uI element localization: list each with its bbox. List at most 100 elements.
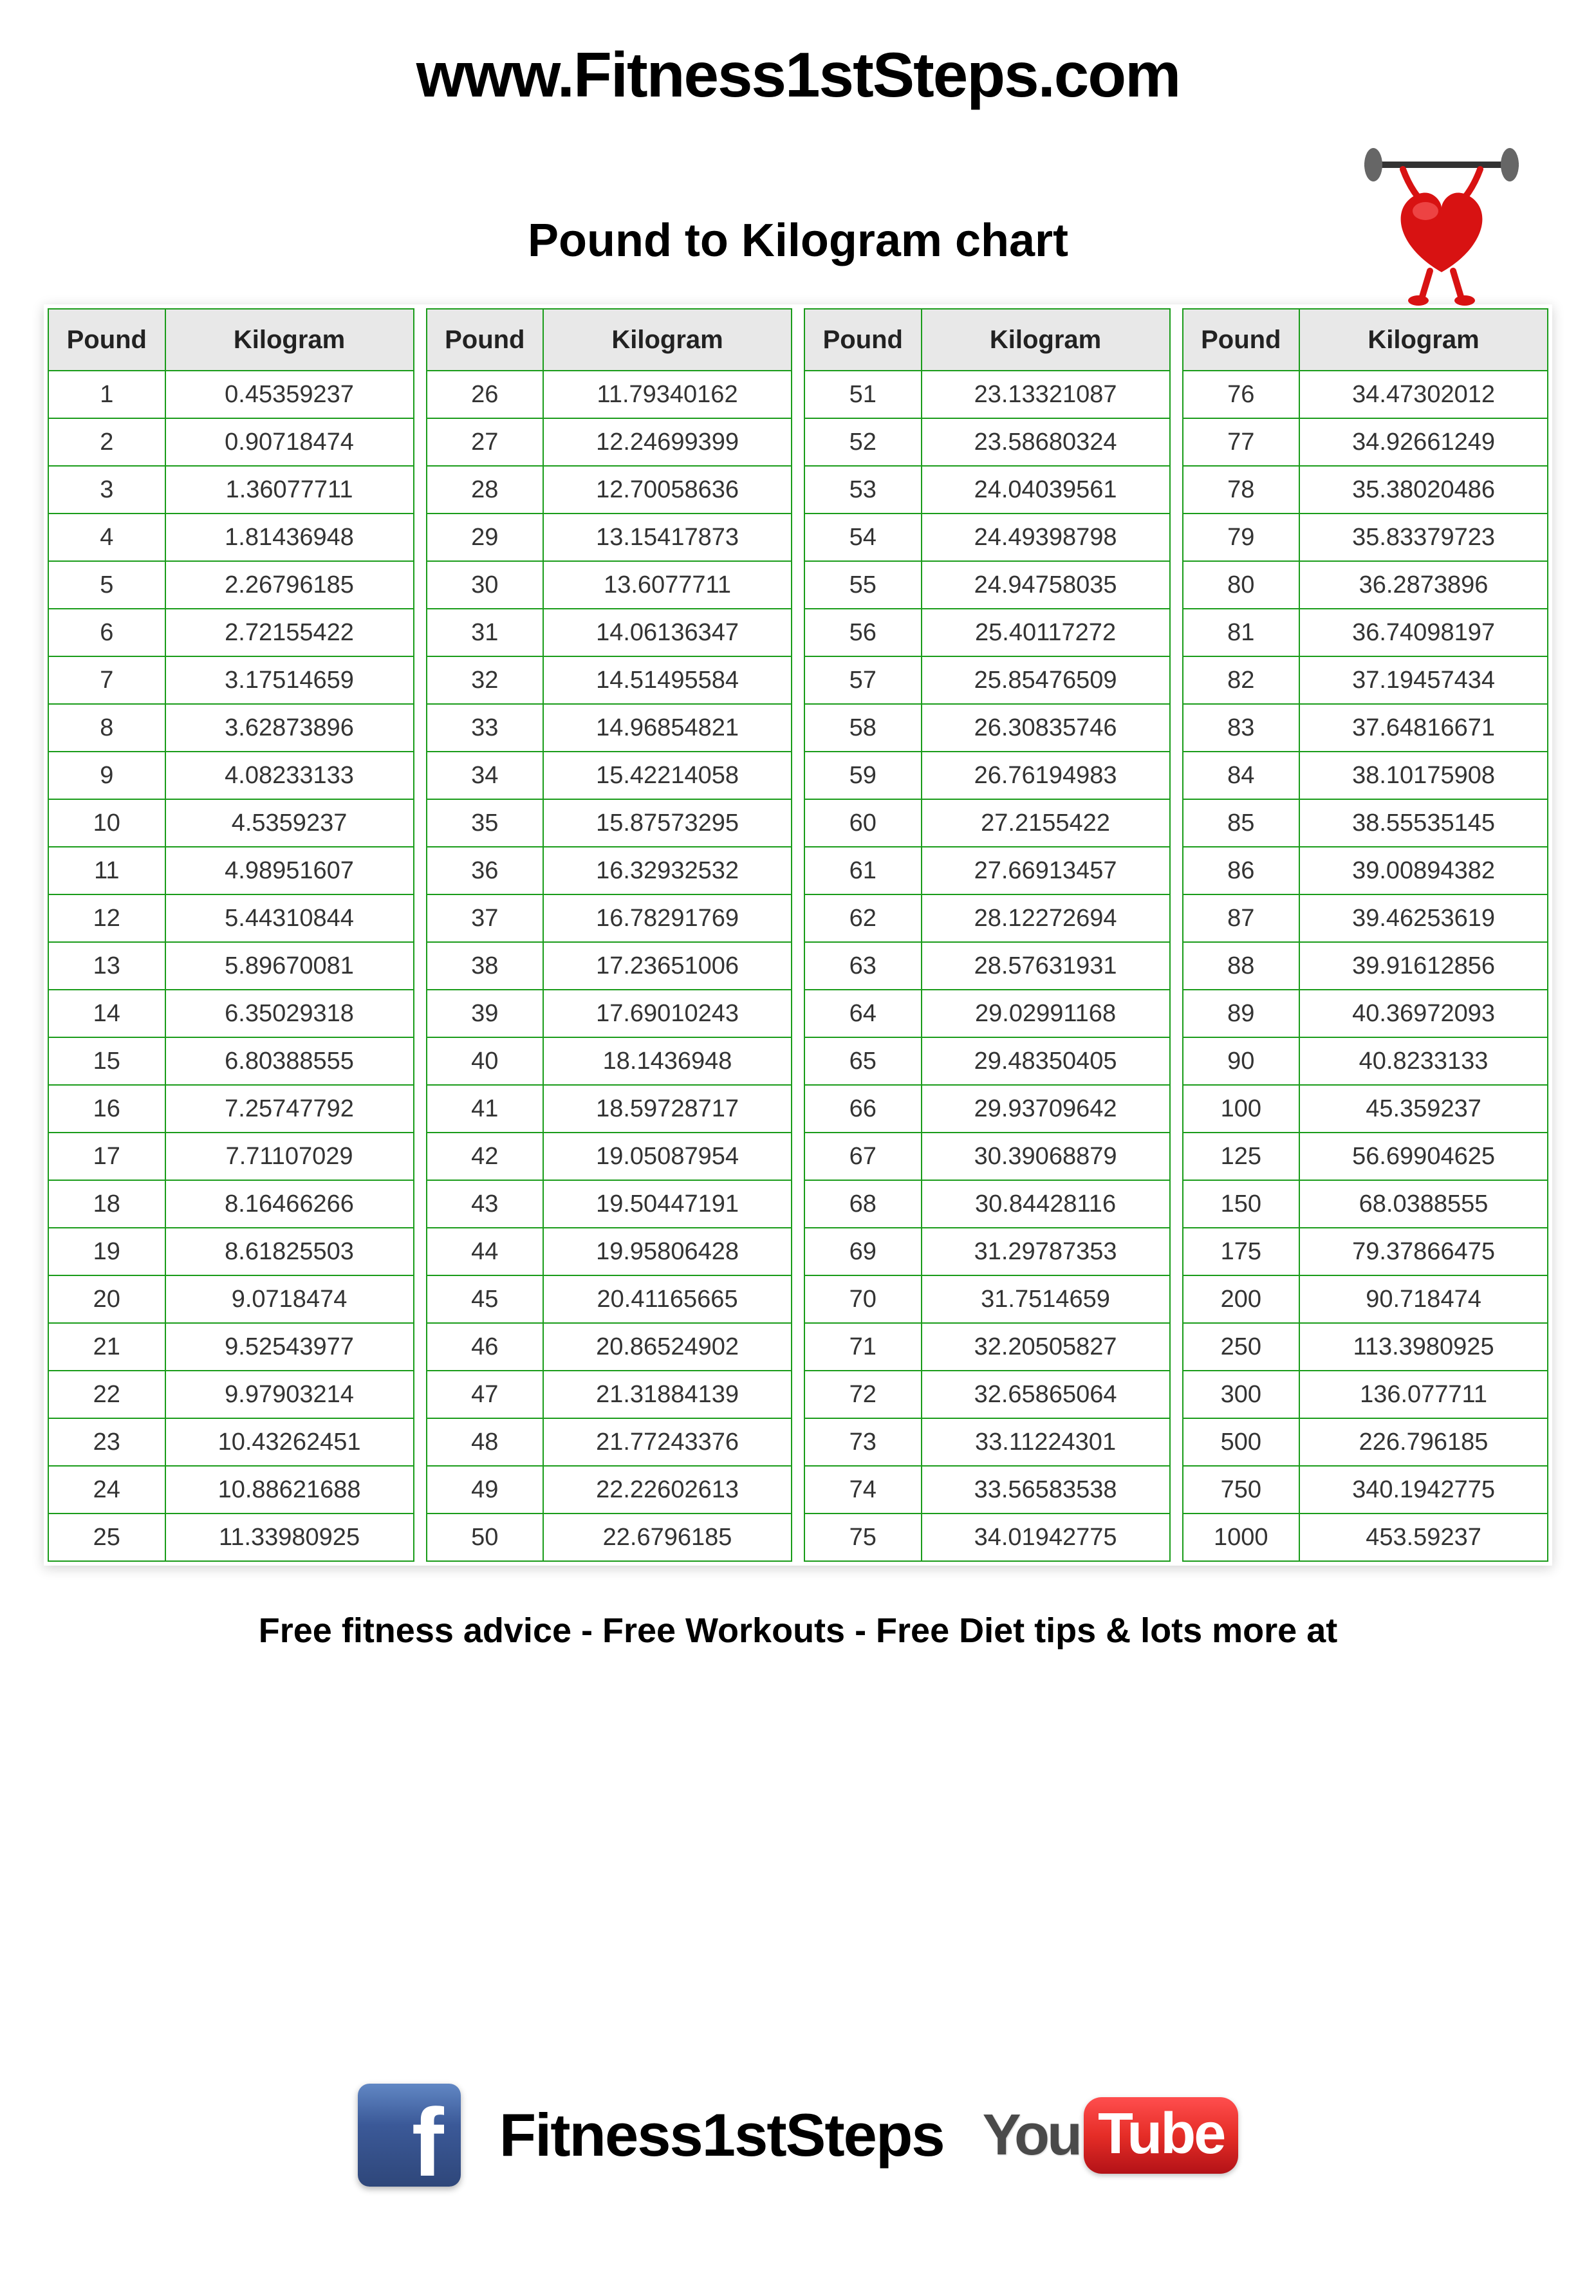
- table-row: 156.80388555: [48, 1037, 414, 1085]
- pound-cell: 41: [427, 1085, 544, 1133]
- kilogram-cell: 37.19457434: [1299, 656, 1548, 704]
- kilogram-cell: 31.7514659: [922, 1275, 1170, 1323]
- conversion-subtable: PoundKilogram2611.793401622712.246993992…: [426, 308, 793, 1562]
- kilogram-cell: 21.77243376: [543, 1418, 792, 1466]
- kilogram-cell: 5.44310844: [165, 894, 414, 942]
- pound-cell: 82: [1183, 656, 1300, 704]
- table-row: 4219.05087954: [427, 1133, 792, 1180]
- table-row: 6830.84428116: [804, 1180, 1170, 1228]
- table-row: 52.26796185: [48, 561, 414, 609]
- table-row: 7132.20505827: [804, 1323, 1170, 1371]
- pound-cell: 30: [427, 561, 544, 609]
- pound-cell: 38: [427, 942, 544, 990]
- kilogram-cell: 2.26796185: [165, 561, 414, 609]
- pound-cell: 54: [804, 514, 922, 561]
- conversion-table-wrapper: PoundKilogram10.4535923720.9071847431.36…: [44, 304, 1552, 1566]
- kilogram-cell: 20.41165665: [543, 1275, 792, 1323]
- kilogram-cell: 25.85476509: [922, 656, 1170, 704]
- pound-cell: 69: [804, 1228, 922, 1275]
- kilogram-cell: 11.79340162: [543, 371, 792, 418]
- table-row: 209.0718474: [48, 1275, 414, 1323]
- pound-cell: 48: [427, 1418, 544, 1466]
- table-row: 135.89670081: [48, 942, 414, 990]
- youtube-you: You: [983, 2102, 1080, 2169]
- table-row: 6529.48350405: [804, 1037, 1170, 1085]
- table-row: 3013.6077711: [427, 561, 792, 609]
- kilogram-cell: 7.71107029: [165, 1133, 414, 1180]
- pound-cell: 125: [1183, 1133, 1300, 1180]
- pound-cell: 36: [427, 847, 544, 894]
- pound-cell: 16: [48, 1085, 165, 1133]
- facebook-icon: [358, 2084, 461, 2187]
- table-row: 167.25747792: [48, 1085, 414, 1133]
- kilogram-cell: 0.90718474: [165, 418, 414, 466]
- pound-cell: 21: [48, 1323, 165, 1371]
- kilogram-header: Kilogram: [543, 309, 792, 371]
- pound-cell: 60: [804, 799, 922, 847]
- pound-cell: 61: [804, 847, 922, 894]
- pound-cell: 28: [427, 466, 544, 514]
- table-row: 7534.01942775: [804, 1514, 1170, 1561]
- pound-cell: 46: [427, 1323, 544, 1371]
- table-row: 94.08233133: [48, 752, 414, 799]
- kilogram-cell: 26.76194983: [922, 752, 1170, 799]
- table-row: 5826.30835746: [804, 704, 1170, 752]
- pound-cell: 3: [48, 466, 165, 514]
- pound-cell: 85: [1183, 799, 1300, 847]
- pound-cell: 10: [48, 799, 165, 847]
- kilogram-cell: 35.38020486: [1299, 466, 1548, 514]
- pound-cell: 500: [1183, 1418, 1300, 1466]
- kilogram-cell: 9.97903214: [165, 1371, 414, 1418]
- pound-cell: 67: [804, 1133, 922, 1180]
- pound-cell: 55: [804, 561, 922, 609]
- table-row: 4419.95806428: [427, 1228, 792, 1275]
- pound-cell: 24: [48, 1466, 165, 1514]
- kilogram-cell: 12.70058636: [543, 466, 792, 514]
- kilogram-cell: 19.95806428: [543, 1228, 792, 1275]
- kilogram-cell: 32.20505827: [922, 1323, 1170, 1371]
- site-url: www.Fitness1stSteps.com: [0, 39, 1596, 111]
- table-row: 4922.22602613: [427, 1466, 792, 1514]
- pound-cell: 90: [1183, 1037, 1300, 1085]
- pound-cell: 13: [48, 942, 165, 990]
- table-row: 125.44310844: [48, 894, 414, 942]
- kilogram-cell: 24.94758035: [922, 561, 1170, 609]
- table-row: 31.36077711: [48, 466, 414, 514]
- kilogram-cell: 453.59237: [1299, 1514, 1548, 1561]
- table-row: 7734.92661249: [1183, 418, 1548, 466]
- pound-cell: 45: [427, 1275, 544, 1323]
- kilogram-cell: 24.04039561: [922, 466, 1170, 514]
- table-row: 5926.76194983: [804, 752, 1170, 799]
- kilogram-cell: 5.89670081: [165, 942, 414, 990]
- pound-cell: 34: [427, 752, 544, 799]
- kilogram-cell: 1.81436948: [165, 514, 414, 561]
- table-row: 8538.55535145: [1183, 799, 1548, 847]
- kilogram-cell: 39.91612856: [1299, 942, 1548, 990]
- table-row: 4620.86524902: [427, 1323, 792, 1371]
- kilogram-cell: 14.51495584: [543, 656, 792, 704]
- kilogram-cell: 15.87573295: [543, 799, 792, 847]
- kilogram-cell: 4.98951607: [165, 847, 414, 894]
- table-row: 10045.359237: [1183, 1085, 1548, 1133]
- pound-cell: 1: [48, 371, 165, 418]
- kilogram-cell: 16.78291769: [543, 894, 792, 942]
- kilogram-cell: 29.02991168: [922, 990, 1170, 1037]
- kilogram-cell: 56.69904625: [1299, 1133, 1548, 1180]
- table-row: 5123.13321087: [804, 371, 1170, 418]
- kilogram-cell: 13.6077711: [543, 561, 792, 609]
- pound-cell: 68: [804, 1180, 922, 1228]
- table-row: 2712.24699399: [427, 418, 792, 466]
- pound-cell: 300: [1183, 1371, 1300, 1418]
- table-row: 177.71107029: [48, 1133, 414, 1180]
- kilogram-cell: 34.01942775: [922, 1514, 1170, 1561]
- kilogram-cell: 8.61825503: [165, 1228, 414, 1275]
- social-handle: Fitness1stSteps: [499, 2100, 944, 2170]
- table-row: 6730.39068879: [804, 1133, 1170, 1180]
- table-row: 20.90718474: [48, 418, 414, 466]
- table-row: 4118.59728717: [427, 1085, 792, 1133]
- kilogram-cell: 6.35029318: [165, 990, 414, 1037]
- kilogram-cell: 113.3980925: [1299, 1323, 1548, 1371]
- table-row: 6429.02991168: [804, 990, 1170, 1037]
- table-row: 7333.11224301: [804, 1418, 1170, 1466]
- kilogram-cell: 2.72155422: [165, 609, 414, 656]
